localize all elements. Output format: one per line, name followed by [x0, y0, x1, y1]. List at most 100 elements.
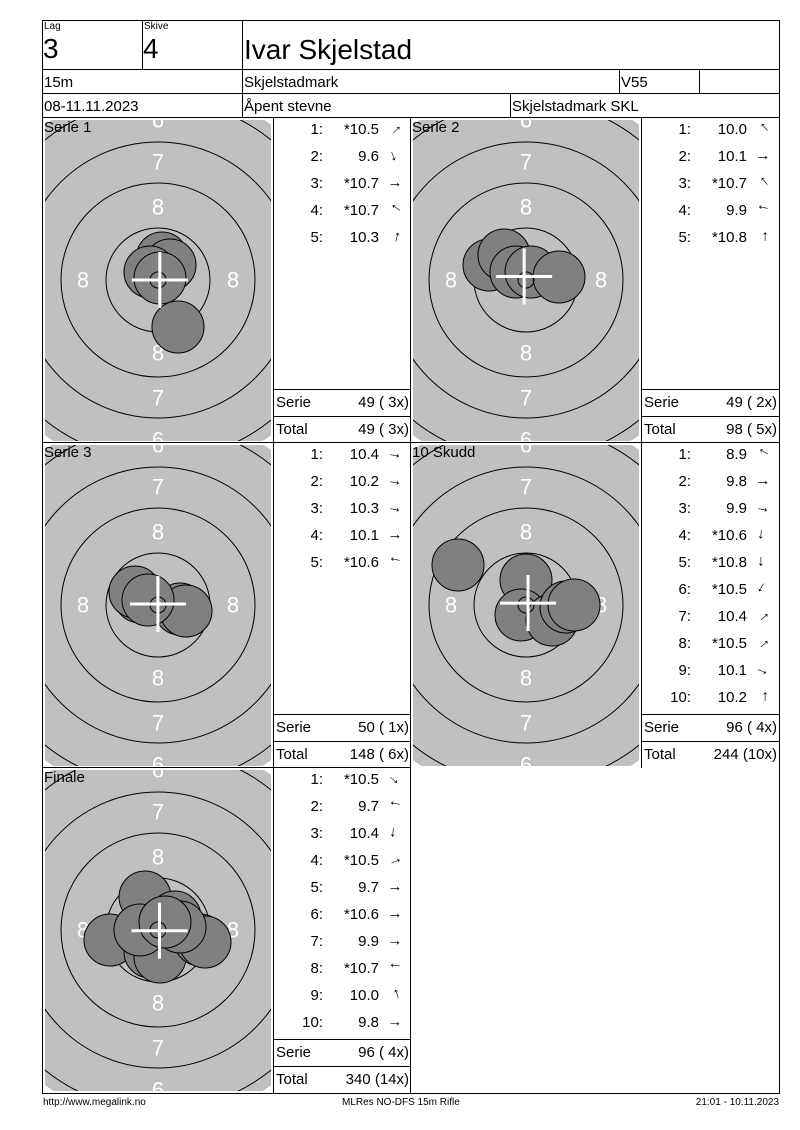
serie-label: Serie	[276, 1044, 312, 1061]
shot-row: 4: 10.1 →	[274, 526, 411, 554]
direction-arrow-icon: →	[752, 658, 774, 681]
date: 08-11.11.2023	[44, 98, 139, 115]
direction-arrow-icon: →	[386, 795, 404, 816]
shot-number: 4:	[678, 202, 691, 219]
direction-arrow-icon: →	[387, 905, 403, 922]
ring-label: 7	[520, 711, 532, 736]
shot-score: 8.9	[726, 446, 747, 463]
shot-number: 3:	[310, 175, 323, 192]
ring-label: 7	[152, 800, 164, 825]
direction-arrow-icon: →	[386, 470, 404, 491]
series-panel: 6 6 7 7 8 8 8 8 Serie 2 1: 10.0 → 2: 10.1 → 3: *10.7 → 4: 9…	[411, 117, 780, 443]
divider	[619, 70, 620, 94]
shot-hole	[138, 895, 192, 949]
shot-number: 2:	[678, 473, 691, 490]
shot-number: 5:	[310, 554, 323, 571]
target-ring	[413, 141, 639, 419]
series-panel: 6 6 7 7 8 8 8 8 Serie 3 1: 10.4 → 2: 10.2 → 3: 10.3 → 4: 10…	[43, 443, 412, 768]
serie-label: Serie	[644, 394, 680, 411]
ring-label: 8	[227, 593, 239, 618]
shot-score: 9.7	[358, 798, 379, 815]
ring-label: 6	[152, 753, 164, 769]
target-ring	[60, 182, 256, 378]
shot-score: 10.0	[717, 121, 747, 138]
ring-label: 6	[152, 1078, 164, 1094]
target-ring	[45, 141, 271, 419]
shot-number: 2:	[310, 473, 323, 490]
shot-score: 10.1	[717, 662, 747, 679]
shot-row: 2: 9.8 →	[642, 472, 779, 500]
ring-label: 6	[520, 443, 532, 458]
shot-score: 10.3	[349, 500, 379, 517]
series-title: Serie 3	[44, 444, 92, 461]
shot-number: 3:	[310, 825, 323, 842]
series-title: 10 Skudd	[412, 444, 476, 461]
total-sum-row: Total 340 (14x)	[274, 1066, 411, 1093]
ring-label: 7	[520, 475, 532, 500]
direction-arrow-icon: →	[386, 958, 404, 977]
shot-number: 10:	[302, 1014, 323, 1031]
shot-row: 3: 9.9 →	[642, 498, 779, 527]
shot-row: 5: 10.3 →	[274, 227, 411, 256]
divider	[142, 20, 143, 70]
serie-sum-row: Serie 96 ( 4x)	[274, 1039, 411, 1066]
ring-label: 8	[520, 520, 532, 545]
shot-list: 1: 10.0 → 2: 10.1 → 3: *10.7 → 4: 9.9 → 5: *10.8 → Seri…	[642, 117, 779, 443]
shot-score: 9.8	[358, 1014, 379, 1031]
serie-score: 49 ( 2x)	[726, 394, 777, 411]
ring-label: 7	[152, 386, 164, 411]
shot-row: 4: *10.7 →	[274, 198, 411, 229]
shot-number: 6:	[310, 906, 323, 923]
ring-label: 6	[152, 443, 164, 458]
divider	[43, 442, 411, 443]
ring-label: 6	[520, 118, 532, 133]
shot-score: *10.6	[343, 554, 379, 571]
shot-row: 3: *10.7 →	[642, 171, 779, 202]
total-label: Total	[276, 746, 308, 763]
shot-number: 6:	[678, 581, 691, 598]
target-ring	[428, 507, 624, 703]
divider	[242, 20, 243, 118]
direction-arrow-icon: →	[386, 1012, 404, 1031]
serie-label: Serie	[644, 719, 680, 736]
shot-row: 10: 10.2 →	[642, 689, 779, 716]
ring-label: 6	[152, 118, 164, 133]
ring-label: 8	[152, 195, 164, 220]
shot-number: 4:	[310, 527, 323, 544]
shot-row: 6: *10.5 →	[642, 578, 779, 608]
shot-row: 8: *10.5 →	[642, 631, 779, 662]
shot-number: 1:	[678, 446, 691, 463]
total-score: 49 ( 3x)	[358, 421, 409, 438]
target-view: 6 6 7 7 8 8 8 8 10 Skudd	[411, 443, 642, 768]
serie-sum-row: Serie 50 ( 1x)	[274, 714, 411, 741]
target-ring	[45, 791, 271, 1069]
shot-number: 1:	[310, 771, 323, 788]
shot-number: 4:	[678, 527, 691, 544]
divider	[42, 69, 780, 70]
shot-score: *10.5	[343, 771, 379, 788]
direction-arrow-icon: →	[752, 442, 774, 465]
shot-row: 7: 10.4 →	[642, 604, 779, 635]
distance: 15m	[44, 74, 74, 91]
total-label: Total	[644, 421, 676, 438]
target-ring	[60, 507, 256, 703]
ring-label: 7	[152, 150, 164, 175]
ring-label: 6	[520, 753, 532, 769]
footer-url[interactable]: http://www.megalink.no	[43, 1097, 146, 1108]
direction-arrow-icon: →	[755, 472, 771, 489]
shot-score: 10.4	[349, 825, 379, 842]
shot-number: 2:	[678, 148, 691, 165]
shot-row: 5: 9.7 →	[274, 878, 411, 906]
shot-score: 10.4	[717, 608, 747, 625]
shot-row: 7: 9.9 →	[274, 931, 411, 960]
shot-row: 1: 10.0 →	[642, 117, 779, 148]
series-panel: 6 6 7 7 8 8 8 8 Serie 1 1: *10.5 → 2: 9.6 → 3: *10.7 → 4: *…	[43, 117, 412, 443]
event: Åpent stevne	[244, 98, 332, 115]
ring-label: 8	[77, 593, 89, 618]
serie-score: 49 ( 3x)	[358, 394, 409, 411]
shot-number: 10:	[670, 689, 691, 706]
